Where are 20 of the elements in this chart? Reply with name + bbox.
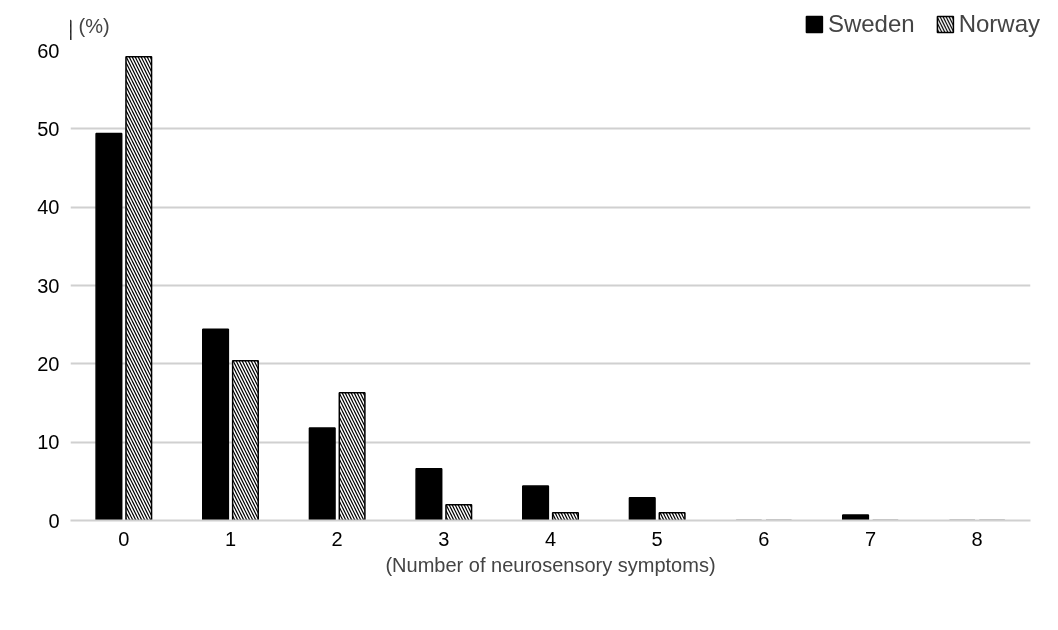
x-tick-label: 7 <box>864 527 877 550</box>
y-tick-label: 20 <box>37 352 60 375</box>
x-tick-label: 6 <box>758 527 770 550</box>
y-tick-label: 0 <box>48 509 60 532</box>
legend-label: Sweden <box>827 10 915 38</box>
x-tick-label: 8 <box>971 527 983 550</box>
x-tick-label: 3 <box>438 527 450 550</box>
y-tick-label: 60 <box>37 39 60 62</box>
x-tick-label: 5 <box>651 527 663 550</box>
x-axis-title: (Number of neurosensory symptoms) <box>385 553 716 576</box>
y-tick-label: 50 <box>37 117 60 140</box>
x-tick-label: 4 <box>544 527 557 550</box>
y-tick-label: 40 <box>37 196 60 219</box>
x-tick-label: 0 <box>118 527 130 550</box>
y-tick-label: 10 <box>37 431 60 454</box>
legend-label: Norway <box>958 10 1040 38</box>
y-axis-title: (%) <box>78 14 110 37</box>
y-tick-label: 30 <box>37 274 60 297</box>
x-tick-label: 2 <box>331 527 343 550</box>
x-tick-label: 1 <box>224 527 237 550</box>
